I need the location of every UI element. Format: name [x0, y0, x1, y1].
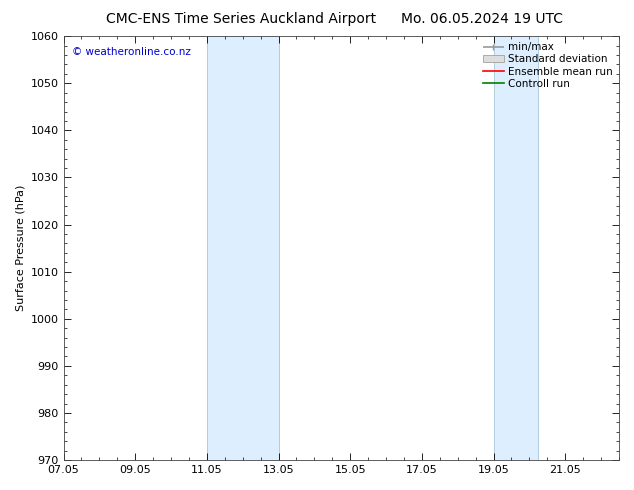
Text: Mo. 06.05.2024 19 UTC: Mo. 06.05.2024 19 UTC — [401, 12, 563, 26]
Text: © weatheronline.co.nz: © weatheronline.co.nz — [72, 47, 191, 57]
Y-axis label: Surface Pressure (hPa): Surface Pressure (hPa) — [15, 185, 25, 311]
Bar — [207, 36, 278, 460]
Bar — [494, 36, 538, 460]
Text: CMC-ENS Time Series Auckland Airport: CMC-ENS Time Series Auckland Airport — [106, 12, 376, 26]
Legend: min/max, Standard deviation, Ensemble mean run, Controll run: min/max, Standard deviation, Ensemble me… — [480, 39, 616, 92]
